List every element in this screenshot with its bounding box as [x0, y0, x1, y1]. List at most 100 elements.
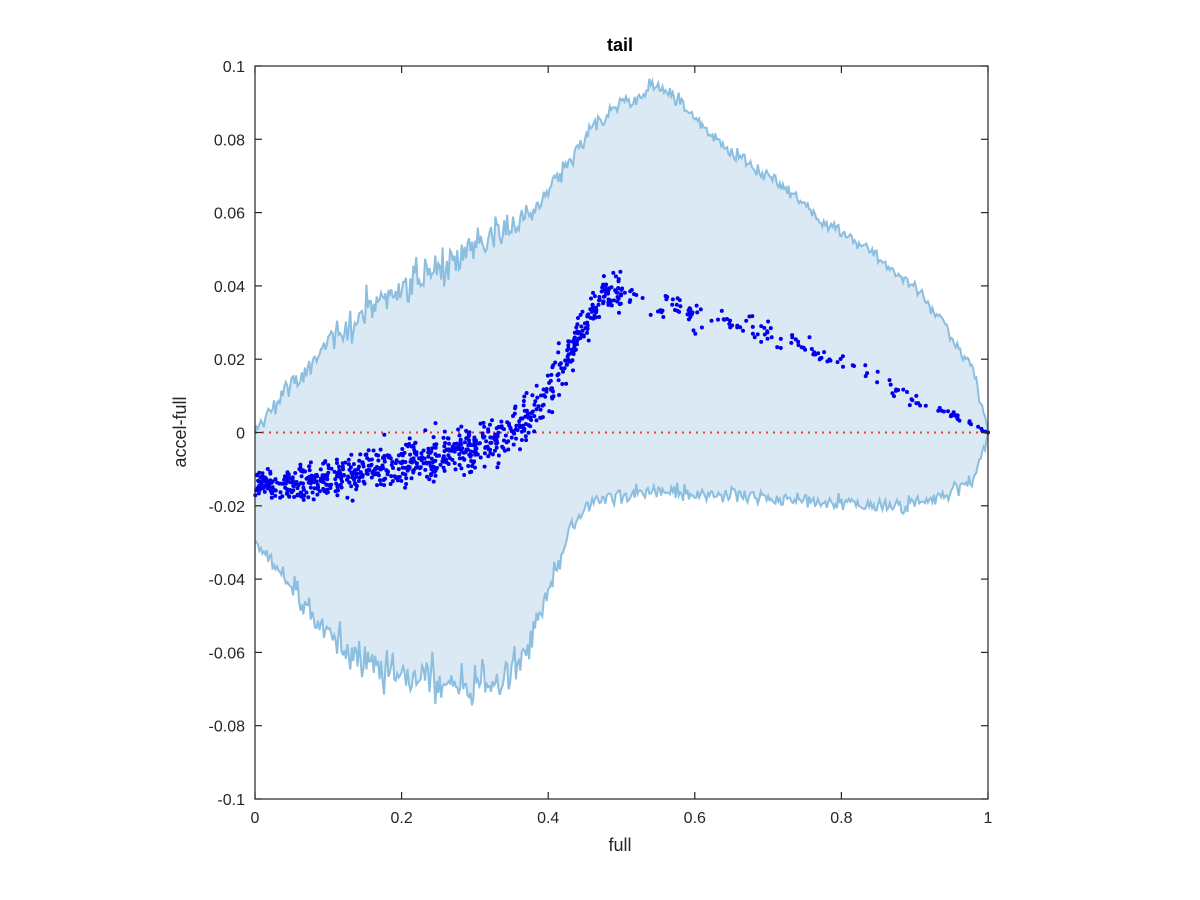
data-point: [429, 467, 434, 472]
data-point: [835, 360, 840, 365]
data-point: [544, 387, 549, 391]
data-point: [946, 409, 950, 414]
data-point: [340, 461, 345, 466]
data-point: [841, 364, 845, 369]
data-point: [369, 475, 374, 480]
data-point: [305, 476, 310, 480]
data-point: [390, 459, 395, 464]
data-point: [328, 486, 333, 490]
data-point: [509, 429, 514, 434]
data-point: [255, 472, 260, 477]
data-point: [750, 324, 755, 329]
data-point: [388, 482, 393, 486]
data-point: [349, 484, 354, 489]
data-point: [543, 394, 548, 399]
data-point: [298, 490, 303, 495]
data-point: [778, 336, 783, 341]
data-point: [480, 431, 485, 436]
data-point: [503, 433, 508, 438]
data-point: [506, 439, 511, 444]
data-point: [286, 472, 291, 477]
data-point: [557, 393, 562, 397]
data-point: [477, 441, 482, 446]
data-point: [474, 446, 479, 451]
data-point: [572, 348, 577, 353]
data-point: [358, 452, 363, 457]
data-point: [553, 360, 558, 365]
data-point: [431, 479, 436, 484]
data-point: [382, 432, 387, 437]
data-point: [431, 435, 436, 440]
data-point: [907, 403, 912, 408]
data-point: [354, 487, 359, 492]
data-point: [556, 350, 561, 355]
data-point: [534, 407, 539, 412]
data-point: [256, 491, 261, 496]
data-point: [457, 452, 462, 457]
data-point: [532, 414, 537, 419]
data-point: [592, 294, 597, 299]
data-point: [400, 447, 405, 451]
data-point: [688, 315, 693, 319]
data-point: [262, 475, 267, 480]
data-point: [565, 362, 569, 367]
data-point: [892, 394, 896, 399]
data-point: [608, 301, 613, 306]
data-point: [310, 490, 315, 495]
y-tick-label: -0.02: [209, 499, 246, 516]
data-point: [588, 315, 593, 320]
data-point: [462, 457, 467, 462]
x-tick-label: 0.8: [830, 810, 852, 827]
data-point: [458, 437, 463, 442]
data-point: [327, 483, 332, 487]
data-point: [396, 467, 401, 472]
data-point: [572, 330, 577, 335]
data-point: [350, 498, 355, 503]
data-point: [353, 468, 357, 473]
data-point: [561, 369, 565, 374]
data-point: [364, 471, 369, 476]
data-point: [565, 348, 570, 353]
data-point: [615, 290, 620, 295]
data-point: [378, 482, 383, 487]
data-point: [466, 434, 471, 439]
data-point: [500, 444, 505, 449]
data-point: [408, 452, 413, 457]
data-point: [482, 464, 487, 469]
data-point: [347, 480, 352, 485]
data-point: [523, 434, 528, 439]
data-point: [495, 434, 500, 439]
data-point: [455, 441, 459, 446]
data-point: [524, 438, 529, 443]
data-point: [267, 480, 272, 485]
data-point: [575, 331, 580, 336]
data-point: [813, 352, 818, 357]
data-point: [747, 314, 752, 319]
data-point: [597, 295, 602, 299]
data-point: [532, 429, 537, 434]
data-point: [914, 401, 919, 406]
data-point: [597, 315, 602, 319]
data-point: [304, 490, 309, 495]
data-point: [508, 425, 513, 430]
data-point: [520, 416, 525, 421]
data-point: [490, 418, 494, 423]
data-point: [406, 465, 411, 470]
data-point: [339, 485, 344, 490]
data-point: [355, 471, 360, 476]
confidence-band-upper-edge: [254, 77, 989, 433]
data-point: [432, 469, 437, 474]
data-point: [341, 467, 345, 472]
data-point: [539, 393, 543, 398]
y-tick-label: 0.04: [214, 279, 245, 296]
data-point: [825, 359, 830, 364]
x-tick-label: 0: [251, 810, 260, 827]
data-point: [414, 465, 419, 470]
data-point: [493, 437, 497, 442]
data-point: [523, 422, 528, 426]
data-point: [298, 481, 303, 486]
data-point: [312, 486, 317, 491]
data-point: [661, 315, 666, 319]
data-point: [580, 309, 585, 314]
data-point: [318, 467, 323, 472]
